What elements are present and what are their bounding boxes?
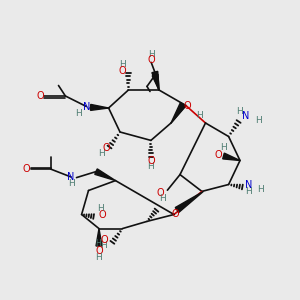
Polygon shape: [223, 153, 240, 160]
Text: H: H: [98, 148, 105, 158]
Polygon shape: [152, 71, 159, 90]
Text: N: N: [83, 101, 90, 112]
Text: O: O: [102, 142, 110, 153]
Text: H: H: [96, 253, 102, 262]
Text: H: H: [196, 111, 203, 120]
Text: O: O: [184, 100, 191, 111]
Text: H: H: [68, 179, 74, 188]
Text: H: H: [98, 204, 104, 213]
Polygon shape: [175, 191, 203, 212]
Text: O: O: [147, 55, 155, 65]
Text: H: H: [258, 184, 264, 194]
Text: H: H: [220, 143, 227, 152]
Text: H: H: [119, 60, 126, 69]
Polygon shape: [171, 103, 185, 123]
Text: O: O: [118, 65, 126, 76]
Polygon shape: [95, 169, 116, 181]
Text: O: O: [95, 246, 103, 256]
Text: O: O: [172, 209, 179, 219]
Text: H: H: [245, 187, 251, 196]
Text: H: H: [95, 238, 101, 247]
Text: H: H: [236, 107, 242, 116]
Text: O: O: [99, 209, 106, 220]
Text: N: N: [245, 179, 253, 190]
Text: N: N: [68, 172, 75, 182]
Text: H: H: [148, 162, 154, 171]
Text: O: O: [147, 156, 155, 166]
Text: H: H: [75, 109, 81, 118]
Text: O: O: [214, 149, 222, 160]
Polygon shape: [91, 104, 109, 110]
Text: O: O: [100, 235, 108, 245]
Text: H: H: [100, 242, 107, 250]
Text: O: O: [22, 164, 30, 174]
Polygon shape: [152, 74, 159, 90]
Text: H: H: [159, 194, 166, 203]
Text: H: H: [255, 116, 261, 125]
Polygon shape: [96, 229, 102, 246]
Text: N: N: [242, 111, 250, 121]
Text: O: O: [157, 188, 164, 198]
Text: O: O: [37, 91, 44, 101]
Text: H: H: [148, 50, 154, 58]
